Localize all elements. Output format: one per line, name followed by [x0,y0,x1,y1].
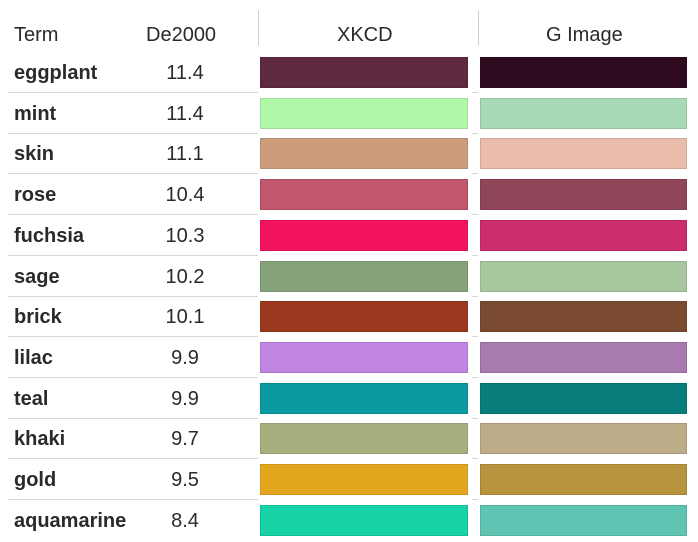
gimage-color-swatch [480,423,687,455]
header-term: Term [14,24,59,46]
gimage-color-swatch [480,138,687,170]
term-label: khaki [14,428,66,451]
xkcd-color-swatch [260,504,468,536]
row-divider [472,295,478,297]
de2000-value: 8.4 [171,509,199,532]
gimage-color-swatch [480,260,687,292]
term-label: rose [14,184,57,207]
table-row: teal 9.9 [0,379,698,420]
gimage-color-swatch [480,219,687,251]
row-divider [8,254,258,256]
table-row: khaki 9.7 [0,419,698,460]
row-divider [8,336,258,338]
de2000-value: 9.7 [171,428,199,451]
gimage-color-swatch [480,97,687,129]
xkcd-color-swatch [260,423,468,455]
xkcd-color-swatch [260,382,468,414]
de2000-value: 10.1 [165,306,205,329]
term-label: eggplant [14,62,98,84]
gimage-color-swatch [480,464,687,495]
row-divider [8,376,258,378]
header-xkcd: XKCD [337,24,393,46]
row-divider [472,417,478,419]
row-divider [472,499,478,500]
row-divider [472,336,478,338]
row-divider [472,254,478,256]
gimage-color-swatch [480,504,687,536]
term-label: skin [14,143,55,166]
xkcd-color-swatch [260,260,468,292]
de2000-value: 11.4 [166,102,204,125]
column-divider-gimage [478,10,479,46]
table-row: brick 10.1 [0,297,698,338]
term-label: mint [14,102,57,125]
gimage-color-swatch [480,179,687,211]
row-divider [472,214,478,216]
de2000-value: 9.5 [171,469,199,491]
gimage-color-swatch [480,57,687,88]
header-de2000: De2000 [146,24,217,46]
xkcd-color-swatch [260,179,468,211]
term-label: sage [14,265,60,288]
gimage-color-swatch [480,341,687,373]
term-label: brick [14,306,62,329]
de2000-value: 10.3 [165,224,205,247]
gimage-color-swatch [480,382,687,414]
row-divider [8,173,258,175]
row-divider [472,376,478,378]
term-label: aquamarine [14,509,127,532]
row-divider [8,214,258,216]
term-label: lilac [14,346,53,369]
gimage-color-swatch [480,301,687,333]
de2000-value: 11.4 [166,62,204,84]
term-label: gold [14,469,57,491]
de2000-value: 9.9 [171,387,199,410]
xkcd-color-swatch [260,57,468,88]
column-divider-xkcd [258,10,259,46]
xkcd-color-swatch [260,464,468,495]
de2000-value: 10.4 [165,184,205,207]
row-divider [8,295,258,297]
table-row: eggplant 11.4 [0,53,698,94]
term-label: teal [14,387,49,410]
row-divider [8,458,258,460]
term-label: fuchsia [14,224,85,247]
xkcd-color-swatch [260,97,468,129]
table-row: mint 11.4 [0,94,698,135]
de2000-value: 10.2 [165,265,205,288]
row-divider [472,173,478,175]
de2000-value: 9.9 [171,346,199,369]
table-row: rose 10.4 [0,175,698,216]
table-row: sage 10.2 [0,257,698,298]
row-divider [8,92,258,93]
row-divider [8,132,258,134]
table-row: skin 11.1 [0,134,698,175]
table-row: gold 9.5 [0,460,698,501]
table-row: aquamarine 8.4 [0,501,698,542]
header-gimage: G Image [546,24,623,46]
table-row: lilac 9.9 [0,338,698,379]
table-row: fuchsia 10.3 [0,216,698,257]
xkcd-color-swatch [260,219,468,251]
xkcd-color-swatch [260,341,468,373]
row-divider [8,417,258,419]
row-divider [472,92,478,93]
row-divider [472,458,478,460]
de2000-value: 11.1 [166,143,204,166]
row-divider [8,499,258,500]
row-divider [472,132,478,134]
xkcd-color-swatch [260,301,468,333]
xkcd-color-swatch [260,138,468,170]
